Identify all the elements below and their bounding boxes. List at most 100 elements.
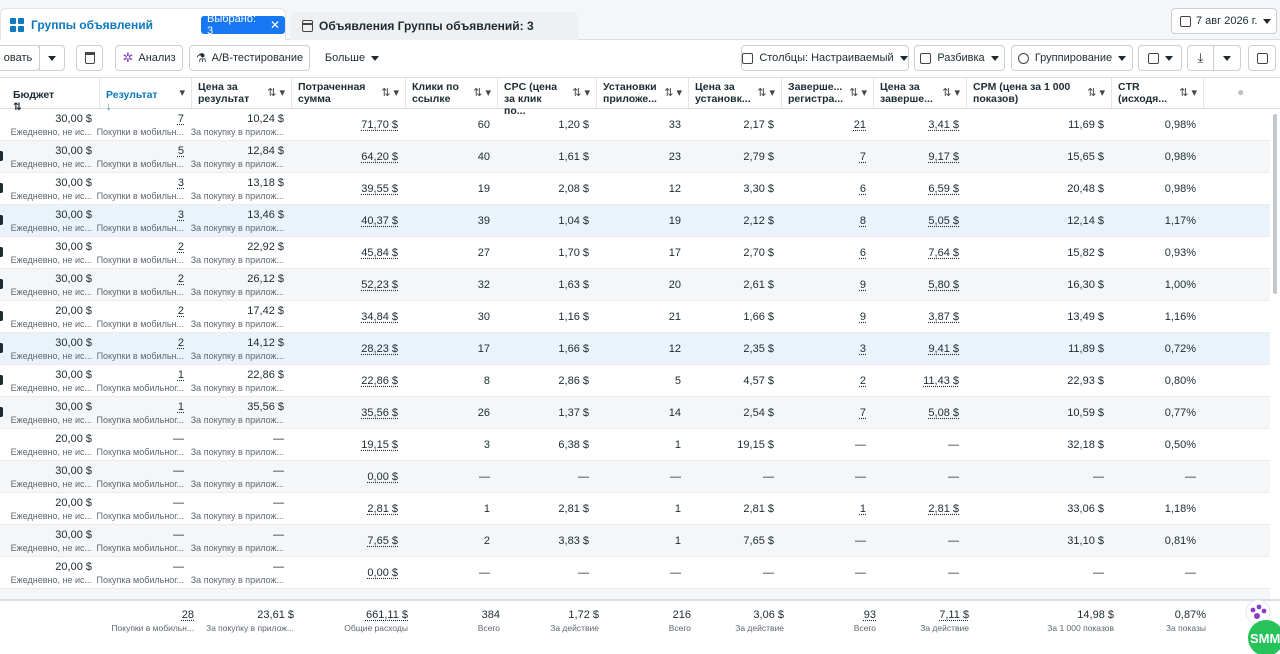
row-checkbox[interactable] bbox=[0, 343, 3, 353]
cell-value[interactable]: 1 bbox=[177, 401, 184, 413]
table-row[interactable]: 30,00 $ Ежедневно, не ис... — Покупка мобил… bbox=[0, 461, 1270, 493]
sort-icon[interactable]: ⇅ ▾ bbox=[942, 87, 960, 99]
settings-icon[interactable]: ● bbox=[1237, 85, 1245, 99]
reports-button[interactable] bbox=[1138, 45, 1182, 71]
cell-value[interactable]: 5 bbox=[177, 145, 184, 157]
table-row[interactable]: 30,00 $——3,74 $——————32,81 $— bbox=[0, 589, 1270, 599]
tab-ads[interactable]: Объявления Группы объявлений: 3 bbox=[290, 12, 578, 40]
cell-value[interactable]: 3 bbox=[859, 343, 866, 355]
cell-value[interactable]: 1 bbox=[859, 503, 866, 515]
column-header-cpi[interactable]: Цена за установк... ⇅ ▾ bbox=[689, 78, 782, 109]
table-row[interactable]: 30,00 $ Ежедневно, не ис... 2 Покупки в моб… bbox=[0, 269, 1270, 301]
table-row[interactable]: 30,00 $ Ежедневно, не ис... 2 Покупки в моб… bbox=[0, 237, 1270, 269]
row-checkbox[interactable] bbox=[0, 375, 3, 385]
cell-value[interactable]: 8 bbox=[859, 215, 866, 227]
date-range-picker[interactable]: 7 авг 2026 г. bbox=[1171, 8, 1277, 34]
table-row[interactable]: 20,00 $ Ежедневно, не ис... — Покупка мобил… bbox=[0, 557, 1270, 589]
table-row[interactable]: 30,00 $ Ежедневно, не ис... — Покупка мобил… bbox=[0, 525, 1270, 557]
cell-value[interactable]: — bbox=[173, 529, 184, 541]
cell-value[interactable]: 2 bbox=[177, 241, 184, 253]
breakdown-button[interactable]: Разбивка bbox=[914, 45, 1005, 71]
cell-value[interactable]: — bbox=[855, 535, 866, 547]
row-checkbox[interactable] bbox=[0, 311, 3, 321]
cell-value[interactable]: 7 bbox=[177, 113, 184, 125]
cell-value[interactable]: — bbox=[173, 497, 184, 509]
cell-value[interactable]: 6 bbox=[859, 183, 866, 195]
cell-value[interactable]: 7 bbox=[859, 151, 866, 163]
cell-value[interactable]: 6,59 $ bbox=[928, 183, 959, 195]
cell-value[interactable]: 3 bbox=[177, 177, 184, 189]
export-dropdown-button[interactable] bbox=[1213, 45, 1241, 71]
cell-value[interactable]: 93 bbox=[863, 609, 876, 621]
cell-value[interactable]: — bbox=[948, 439, 959, 451]
cell-value[interactable]: — bbox=[855, 567, 866, 579]
ab-test-button[interactable]: ⚗ А/В-тестирование bbox=[189, 45, 310, 71]
sort-icon[interactable]: ▾ bbox=[179, 87, 185, 99]
column-header-spent[interactable]: Потраченная сумма ⇅ ▾ bbox=[292, 78, 406, 109]
cell-value[interactable]: — bbox=[173, 465, 184, 477]
cell-value[interactable]: 28 bbox=[181, 609, 194, 621]
table-row[interactable]: 30,00 $ Ежедневно, не ис... 2 Покупки в моб… bbox=[0, 333, 1270, 365]
column-settings[interactable]: ● bbox=[1204, 78, 1280, 109]
cell-value[interactable]: 7 bbox=[859, 407, 866, 419]
cell-value[interactable]: 34,84 $ bbox=[361, 311, 398, 323]
cell-value[interactable]: — bbox=[855, 439, 866, 451]
sort-icon[interactable]: ⇅ ▾ bbox=[664, 87, 682, 99]
cell-value[interactable]: — bbox=[948, 471, 959, 483]
table-row[interactable]: 30,00 $ Ежедневно, не ис... 1 Покупка мобил… bbox=[0, 397, 1270, 429]
table-row[interactable]: 20,00 $ Ежедневно, не ис... 2 Покупки в моб… bbox=[0, 301, 1270, 333]
sort-icon[interactable]: ⇅ ▾ bbox=[473, 87, 491, 99]
tab-ad-groups[interactable]: Группы объявлений Выбрано: 3 ✕ bbox=[0, 8, 286, 40]
cell-value[interactable]: 35,56 $ bbox=[361, 407, 398, 419]
cell-value[interactable]: 2,81 $ bbox=[928, 503, 959, 515]
sort-icon[interactable]: ⇅ ▾ bbox=[267, 87, 285, 99]
row-checkbox[interactable] bbox=[0, 279, 3, 289]
sort-icon[interactable]: ⇅ ▾ bbox=[757, 87, 775, 99]
cell-value[interactable]: 28,23 $ bbox=[361, 343, 398, 355]
cell-value[interactable]: 64,20 $ bbox=[361, 151, 398, 163]
sort-icon[interactable]: ⇅ ▾ bbox=[1179, 87, 1197, 99]
cell-value[interactable]: 661,11 $ bbox=[365, 609, 408, 621]
cell-value[interactable]: 7,11 $ bbox=[939, 609, 969, 621]
cell-value[interactable]: 11,43 $ bbox=[923, 375, 959, 387]
row-checkbox[interactable] bbox=[0, 215, 3, 225]
cell-value[interactable]: 2 bbox=[177, 305, 184, 317]
cell-value[interactable]: 39,55 $ bbox=[361, 183, 398, 195]
delete-button[interactable] bbox=[76, 45, 103, 71]
cell-value[interactable]: 3,41 $ bbox=[928, 119, 959, 131]
cell-value[interactable]: 71,70 $ bbox=[361, 119, 398, 131]
column-header-cpreg[interactable]: Цена за заверше... ⇅ ▾ bbox=[874, 78, 967, 109]
column-header-installs[interactable]: Установки приложе... ⇅ ▾ bbox=[597, 78, 689, 109]
table-row[interactable]: 20,00 $ Ежедневно, не ис... — Покупка мобил… bbox=[0, 429, 1270, 461]
cell-value[interactable]: 2,81 $ bbox=[367, 503, 398, 515]
cell-value[interactable]: — bbox=[855, 471, 866, 483]
edit-dropdown-button[interactable] bbox=[39, 45, 65, 71]
cell-value[interactable]: 9 bbox=[859, 311, 866, 323]
cell-value[interactable]: — bbox=[948, 567, 959, 579]
cell-value[interactable]: 7,65 $ bbox=[367, 535, 398, 547]
cell-value[interactable]: 5,80 $ bbox=[928, 279, 959, 291]
table-row[interactable]: 30,00 $ Ежедневно, не ис... 5 Покупки в моб… bbox=[0, 141, 1270, 173]
cell-value[interactable]: 2 bbox=[859, 375, 866, 387]
cell-value[interactable]: — bbox=[948, 535, 959, 547]
export-button[interactable]: ⤓ bbox=[1187, 45, 1214, 71]
expand-button[interactable] bbox=[1248, 45, 1276, 71]
table-row[interactable]: 30,00 $ Ежедневно, не ис... 1 Покупка мобил… bbox=[0, 365, 1270, 397]
grouping-button[interactable]: Группирование bbox=[1011, 45, 1133, 71]
table-row[interactable]: 20,00 $ Ежедневно, не ис... — Покупка мобил… bbox=[0, 493, 1270, 525]
selected-chip[interactable]: Выбрано: 3 ✕ bbox=[201, 13, 285, 37]
cell-value[interactable]: 5,08 $ bbox=[928, 407, 959, 419]
analyze-button[interactable]: ✲ Анализ bbox=[115, 45, 183, 71]
cell-value[interactable]: 9,41 $ bbox=[928, 343, 959, 355]
columns-button[interactable]: Столбцы: Настраиваемый bbox=[741, 45, 909, 71]
cell-value[interactable]: 7,64 $ bbox=[928, 247, 959, 259]
column-header-cpc[interactable]: CPC (цена за клик по... ⇅ ▾ bbox=[498, 78, 597, 117]
column-header-reg[interactable]: Заверше... регистра... ⇅ ▾ bbox=[782, 78, 874, 109]
table-row[interactable]: 30,00 $ Ежедневно, не ис... 3 Покупки в моб… bbox=[0, 205, 1270, 237]
sort-icon[interactable]: ⇅ ▾ bbox=[1087, 87, 1105, 99]
table-row[interactable]: 30,00 $ Ежедневно, не ис... 3 Покупки в моб… bbox=[0, 173, 1270, 205]
cell-value[interactable]: 45,84 $ bbox=[361, 247, 398, 259]
close-icon[interactable]: ✕ bbox=[269, 18, 280, 32]
column-header-ctr[interactable]: CTR (исходя... ⇅ ▾ bbox=[1112, 78, 1204, 109]
column-header-cpm[interactable]: CPM (цена за 1 000 показов) ⇅ ▾ bbox=[967, 78, 1112, 109]
